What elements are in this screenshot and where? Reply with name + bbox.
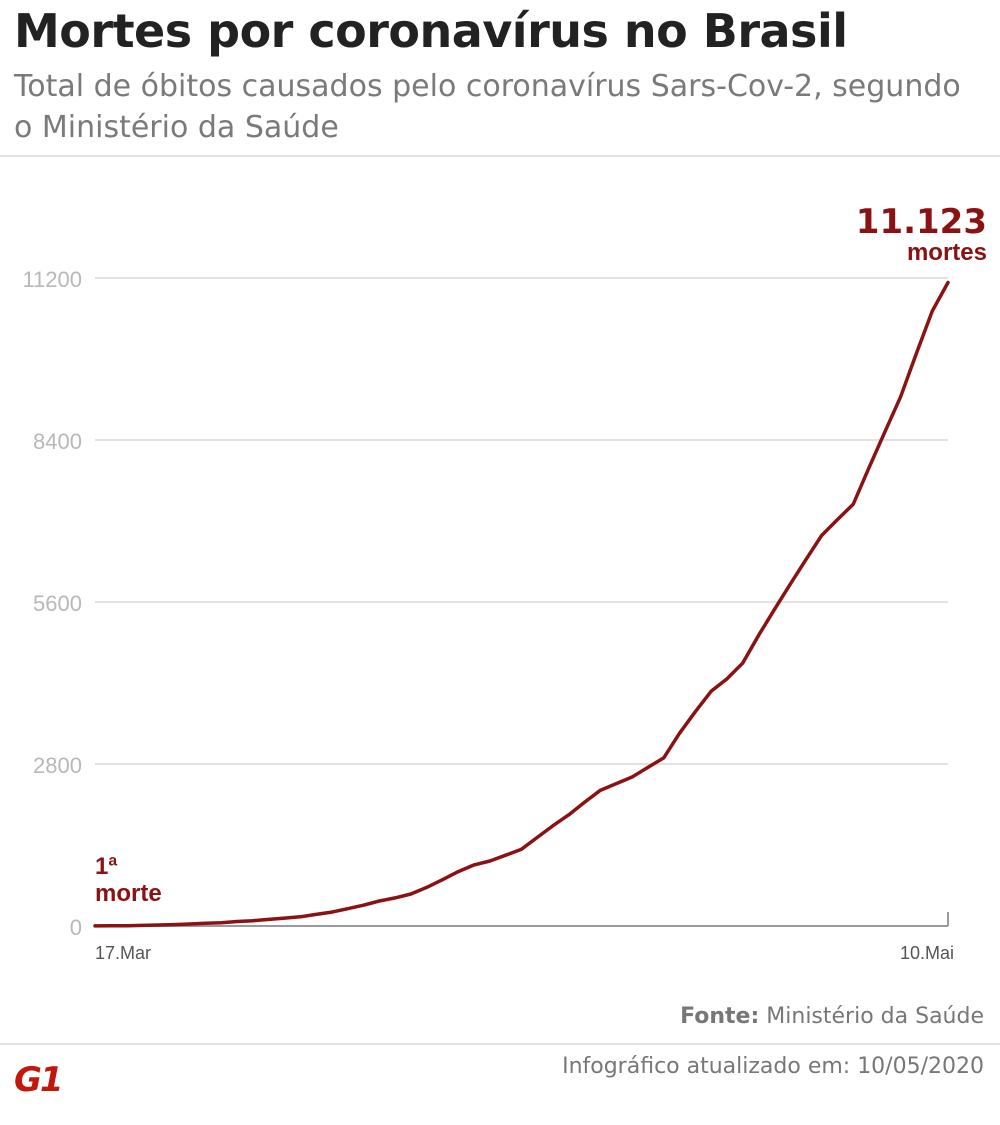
data-point: [409, 892, 413, 896]
first-death-label-line2: morte: [95, 880, 162, 907]
data-point: [172, 923, 176, 927]
y-axis-ticks: 0 2800 5600 8400 11200: [22, 267, 82, 940]
footer-divider: [0, 1043, 1000, 1045]
x-tick-end: 10.Mai: [900, 943, 954, 963]
data-point: [788, 583, 792, 587]
data-point: [456, 870, 460, 874]
data-point: [567, 813, 571, 817]
source-note: Fonte: Ministério da Saúde: [680, 1004, 984, 1029]
source-label: Fonte:: [680, 1004, 760, 1029]
data-point: [914, 351, 918, 355]
data-point: [441, 878, 444, 882]
data-point: [140, 923, 144, 927]
data-point: [725, 677, 729, 681]
data-point: [741, 661, 745, 665]
y-tick-label: 11200: [22, 267, 82, 292]
data-point: [283, 916, 287, 920]
y-tick-label: 0: [70, 915, 82, 940]
data-point: [709, 689, 713, 693]
data-points: [93, 281, 950, 928]
data-point: [188, 922, 192, 926]
header-divider: [0, 155, 1000, 157]
series-line: [93, 280, 950, 928]
grid-lines: [95, 277, 948, 765]
data-point: [930, 309, 934, 313]
y-tick-label: 5600: [33, 591, 82, 616]
y-tick-label: 8400: [33, 429, 82, 454]
data-point: [377, 899, 381, 903]
first-death-label-line1: 1ª: [95, 853, 117, 880]
data-point: [488, 859, 492, 863]
data-point: [251, 919, 255, 923]
data-point: [346, 907, 350, 911]
data-point: [693, 710, 697, 714]
last-value-label: 11.123: [856, 202, 987, 242]
data-point: [330, 910, 334, 914]
data-point: [219, 921, 223, 925]
data-point: [362, 903, 365, 907]
data-point: [535, 835, 539, 839]
data-point: [899, 395, 903, 399]
data-point: [851, 502, 855, 506]
data-point: [883, 430, 887, 434]
data-point: [267, 917, 271, 921]
data-point: [804, 558, 808, 562]
data-point: [946, 281, 950, 284]
data-point: [630, 775, 634, 779]
data-point: [646, 765, 650, 769]
data-point: [235, 920, 239, 923]
updated-note: Infográfico atualizado em: 10/05/2020: [562, 1054, 984, 1079]
data-point: [614, 782, 618, 786]
chart-title: Mortes por coronavírus no Brasil: [14, 4, 848, 58]
data-point: [504, 853, 508, 857]
x-tick-start: 17.Mar: [95, 943, 151, 963]
data-point: [756, 634, 760, 638]
data-point: [93, 924, 97, 928]
y-tick-label: 2800: [33, 753, 82, 778]
data-point: [772, 608, 776, 612]
source-value: Ministério da Saúde: [766, 1004, 984, 1029]
data-point: [551, 824, 555, 828]
data-point: [204, 921, 208, 925]
data-point: [662, 756, 666, 760]
x-axis: [95, 912, 949, 927]
data-point: [599, 788, 602, 792]
deaths-line-chart: 0 2800 5600 8400 11200 17.Mar 10.Mai 1ª mort…: [22, 202, 987, 963]
data-point: [298, 915, 302, 919]
chart-subtitle: Total de óbitos causados pelo coronavíru…: [14, 69, 961, 145]
data-point: [472, 863, 476, 867]
data-point: [125, 924, 129, 928]
data-point: [314, 912, 318, 916]
data-point: [425, 885, 429, 889]
data-point: [109, 924, 113, 928]
data-point: [156, 923, 160, 927]
data-point: [583, 800, 587, 804]
data-point: [867, 466, 871, 470]
data-point: [520, 847, 523, 851]
data-point: [835, 518, 839, 522]
g1-logo: G1: [14, 1060, 64, 1100]
last-value-unit: mortes: [907, 239, 987, 266]
data-point: [393, 896, 397, 900]
data-point: [678, 731, 681, 735]
data-point: [820, 534, 824, 537]
